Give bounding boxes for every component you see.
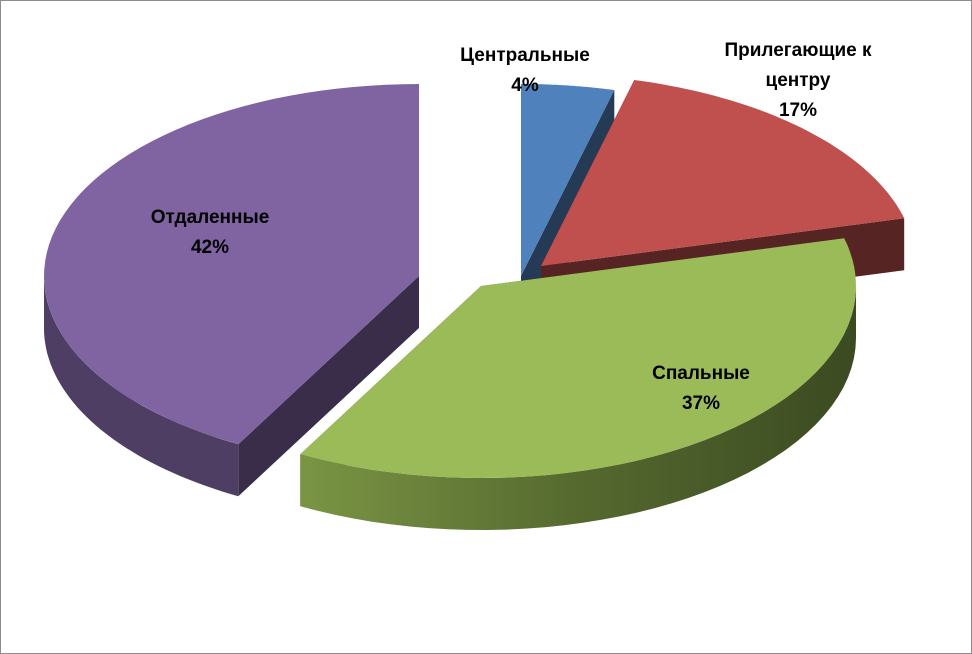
slice-top-центральные [521,84,615,276]
data-label-центральные: Центральные 4% [460,45,590,96]
data-label-отдаленные: Отдаленные 42% [151,207,270,258]
slice-top-отдаленные [44,84,419,445]
slice-спальные [300,238,856,530]
slice-отдаленные [44,84,419,497]
slice-top-прилегающие-к-центру [541,80,905,266]
slice-top-спальные [300,238,856,478]
data-label-спальные: Спальные 37% [652,363,750,414]
data-label-прилегающие-к-центру: Прилегающие к центру 17% [724,40,872,121]
